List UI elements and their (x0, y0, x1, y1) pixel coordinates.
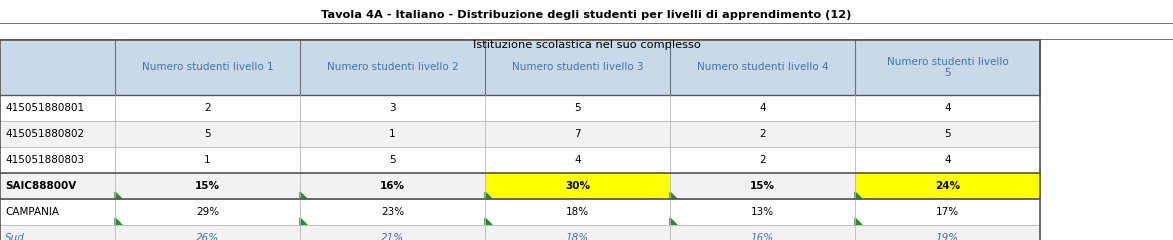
Text: 26%: 26% (196, 233, 219, 240)
Bar (0, 199, 1040, 225)
Bar (0, 40, 1040, 95)
Polygon shape (484, 218, 491, 225)
Text: 21%: 21% (381, 233, 404, 240)
Text: 2: 2 (759, 155, 766, 165)
Bar (0, 173, 1040, 199)
Polygon shape (670, 192, 677, 199)
Polygon shape (115, 192, 122, 199)
Text: 4: 4 (944, 155, 951, 165)
Bar (0, 95, 1040, 121)
Text: 1: 1 (389, 129, 395, 139)
Text: 415051880801: 415051880801 (5, 103, 84, 113)
Text: 4: 4 (575, 155, 581, 165)
Bar (0, 0, 1173, 39)
Text: 15%: 15% (195, 181, 221, 191)
Text: Numero studenti livello
5: Numero studenti livello 5 (887, 57, 1009, 78)
Text: 18%: 18% (565, 207, 589, 217)
Text: 19%: 19% (936, 233, 960, 240)
Text: SAIC88800V: SAIC88800V (5, 181, 76, 191)
Text: 415051880802: 415051880802 (5, 129, 84, 139)
Text: Numero studenti livello 2: Numero studenti livello 2 (327, 62, 459, 72)
Bar (0, 225, 1040, 240)
Text: 16%: 16% (751, 233, 774, 240)
Polygon shape (484, 192, 491, 199)
Text: 1: 1 (204, 155, 211, 165)
Text: 5: 5 (575, 103, 581, 113)
Text: Numero studenti livello 3: Numero studenti livello 3 (511, 62, 643, 72)
Text: 5: 5 (204, 129, 211, 139)
Polygon shape (300, 192, 307, 199)
Text: 3: 3 (389, 103, 395, 113)
Text: 2: 2 (759, 129, 766, 139)
Text: 15%: 15% (750, 181, 775, 191)
Polygon shape (855, 218, 862, 225)
Text: Tavola 4A - Italiano - Distribuzione degli studenti per livelli di apprendimento: Tavola 4A - Italiano - Distribuzione deg… (321, 10, 852, 20)
Polygon shape (855, 192, 862, 199)
Text: 23%: 23% (381, 207, 404, 217)
Text: 24%: 24% (935, 181, 960, 191)
Text: 18%: 18% (565, 233, 589, 240)
Text: Istituzione scolastica nel suo complesso: Istituzione scolastica nel suo complesso (473, 40, 700, 50)
Text: Numero studenti livello 1: Numero studenti livello 1 (142, 62, 273, 72)
Text: Numero studenti livello 4: Numero studenti livello 4 (697, 62, 828, 72)
Text: 5: 5 (944, 129, 951, 139)
Bar (484, 173, 670, 199)
Text: 29%: 29% (196, 207, 219, 217)
Text: 17%: 17% (936, 207, 960, 217)
Bar (0, 147, 1040, 173)
Text: 16%: 16% (380, 181, 405, 191)
Text: 5: 5 (389, 155, 395, 165)
Polygon shape (670, 218, 677, 225)
Polygon shape (115, 218, 122, 225)
Text: 30%: 30% (565, 181, 590, 191)
Text: 13%: 13% (751, 207, 774, 217)
Text: 7: 7 (575, 129, 581, 139)
Text: CAMPANIA: CAMPANIA (5, 207, 59, 217)
Polygon shape (300, 218, 307, 225)
Text: Sud: Sud (5, 233, 25, 240)
Bar (855, 173, 1040, 199)
Text: 2: 2 (204, 103, 211, 113)
Text: 4: 4 (759, 103, 766, 113)
Text: 415051880803: 415051880803 (5, 155, 84, 165)
Bar (0, 121, 1040, 147)
Text: 4: 4 (944, 103, 951, 113)
